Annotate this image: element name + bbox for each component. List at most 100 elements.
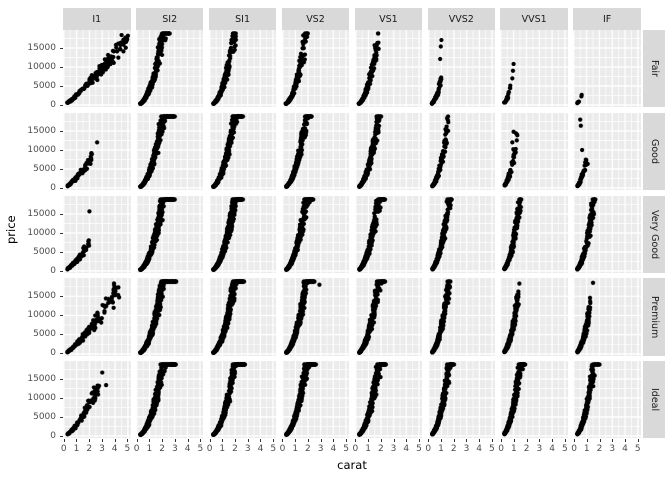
x-tick-mark (406, 438, 408, 442)
facet-panel-Good-VVS1 (500, 112, 568, 190)
facet-panel-Very-Good-VS1 (354, 195, 423, 273)
x-tick-mark (101, 438, 103, 442)
scatter-canvas (135, 112, 204, 190)
x-tick-label: 4 (257, 444, 264, 455)
facet-panel-Fair-I1 (63, 30, 131, 108)
x-tick-label: 0 (425, 444, 432, 455)
scatter-canvas (573, 112, 641, 190)
x-tick-mark (466, 438, 468, 442)
x-tick-label: 0 (498, 444, 505, 455)
scatter-canvas (500, 195, 568, 273)
scatter-canvas (63, 30, 131, 108)
y-tick-mark (59, 130, 63, 132)
x-tick-mark (624, 438, 626, 442)
x-tick-label: 1 (146, 444, 153, 455)
x-tick-mark (564, 438, 566, 442)
facet-panel-Ideal-VVS2 (427, 361, 496, 439)
scatter-canvas (427, 112, 496, 190)
x-tick-mark (127, 438, 129, 442)
scatter-canvas (281, 30, 350, 108)
y-tick-label: 0 (50, 348, 56, 359)
x-tick-label: 4 (622, 444, 628, 455)
y-tick-label: 5000 (33, 246, 56, 257)
x-axis-title: carat (337, 458, 367, 472)
facet-panel-Fair-VVS2 (427, 30, 496, 108)
x-tick-mark (419, 438, 421, 442)
x-tick-mark (539, 438, 541, 442)
facet-panel-Very-Good-VS2 (281, 195, 350, 273)
y-tick-label: 5000 (33, 163, 56, 174)
facet-col-strip-SI2: SI2 (135, 8, 204, 30)
x-tick-label: 2 (596, 444, 603, 455)
facet-col-strip-VVS1: VVS1 (500, 8, 568, 30)
x-tick-label: 1 (292, 444, 299, 455)
x-tick-mark (282, 438, 284, 442)
facet-panel-Very-Good-VVS1 (500, 195, 568, 273)
x-tick-mark (149, 438, 151, 442)
x-tick-label: 1 (511, 444, 517, 455)
x-tick-mark (599, 438, 601, 442)
facet-panel-Ideal-SI2 (135, 361, 204, 439)
x-tick-mark (526, 438, 528, 442)
x-tick-label: 2 (377, 444, 384, 455)
x-tick-label: 4 (403, 444, 410, 455)
scatter-canvas (208, 195, 277, 273)
x-tick-label: 4 (476, 444, 483, 455)
facet-row-strip-Good: Good (643, 112, 666, 190)
x-tick-mark (76, 438, 78, 442)
x-tick-mark (200, 438, 202, 442)
facet-panel-Good-IF (573, 112, 641, 190)
x-tick-label: 3 (609, 444, 616, 455)
y-tick-label: 0 (50, 431, 56, 442)
scatter-canvas (135, 195, 204, 273)
y-tick-mark (59, 66, 63, 68)
facet-panel-Premium-VS2 (281, 278, 350, 356)
y-tick-mark (59, 251, 63, 253)
x-tick-mark (136, 438, 138, 442)
x-tick-label: 3 (536, 444, 543, 455)
facet-panel-Ideal-I1 (63, 361, 131, 439)
x-tick-mark (187, 438, 189, 442)
x-tick-mark (346, 438, 348, 442)
facet-panel-Good-SI1 (208, 112, 277, 190)
x-tick-mark (174, 438, 176, 442)
x-tick-mark (295, 438, 297, 442)
y-tick-mark (59, 168, 63, 170)
x-tick-label: 4 (330, 444, 337, 455)
x-tick-label: 2 (450, 444, 457, 455)
x-tick-mark (479, 438, 481, 442)
scatter-canvas (500, 361, 568, 439)
facet-panel-Premium-IF (573, 278, 641, 356)
y-tick-mark (59, 232, 63, 234)
y-tick-mark (59, 48, 63, 50)
scatter-canvas (354, 30, 423, 108)
facet-panel-Premium-VVS2 (427, 278, 496, 356)
facet-panel-Very-Good-SI1 (208, 195, 277, 273)
facet-panel-Premium-I1 (63, 278, 131, 356)
x-tick-mark (63, 438, 65, 442)
scatter-canvas (135, 278, 204, 356)
x-tick-label: 3 (463, 444, 470, 455)
y-tick-mark (59, 187, 63, 189)
y-tick-mark (59, 398, 63, 400)
x-tick-mark (273, 438, 275, 442)
y-tick-mark (59, 104, 63, 106)
x-tick-mark (637, 438, 639, 442)
x-tick-label: 3 (244, 444, 251, 455)
x-tick-mark (586, 438, 588, 442)
x-tick-mark (552, 438, 554, 442)
x-tick-label: 5 (270, 444, 277, 455)
facet-row-strip-Fair: Fair (643, 30, 666, 108)
y-tick-label: 10000 (27, 144, 56, 155)
x-tick-label: 2 (159, 444, 165, 455)
y-tick-mark (59, 270, 63, 272)
scatter-canvas (500, 112, 568, 190)
scatter-canvas (427, 30, 496, 108)
scatter-canvas (208, 30, 277, 108)
facet-panel-Good-VS1 (354, 112, 423, 190)
x-tick-mark (453, 438, 455, 442)
x-tick-mark (393, 438, 395, 442)
x-tick-mark (333, 438, 335, 442)
x-tick-mark (612, 438, 614, 442)
facet-panel-Fair-SI2 (135, 30, 204, 108)
